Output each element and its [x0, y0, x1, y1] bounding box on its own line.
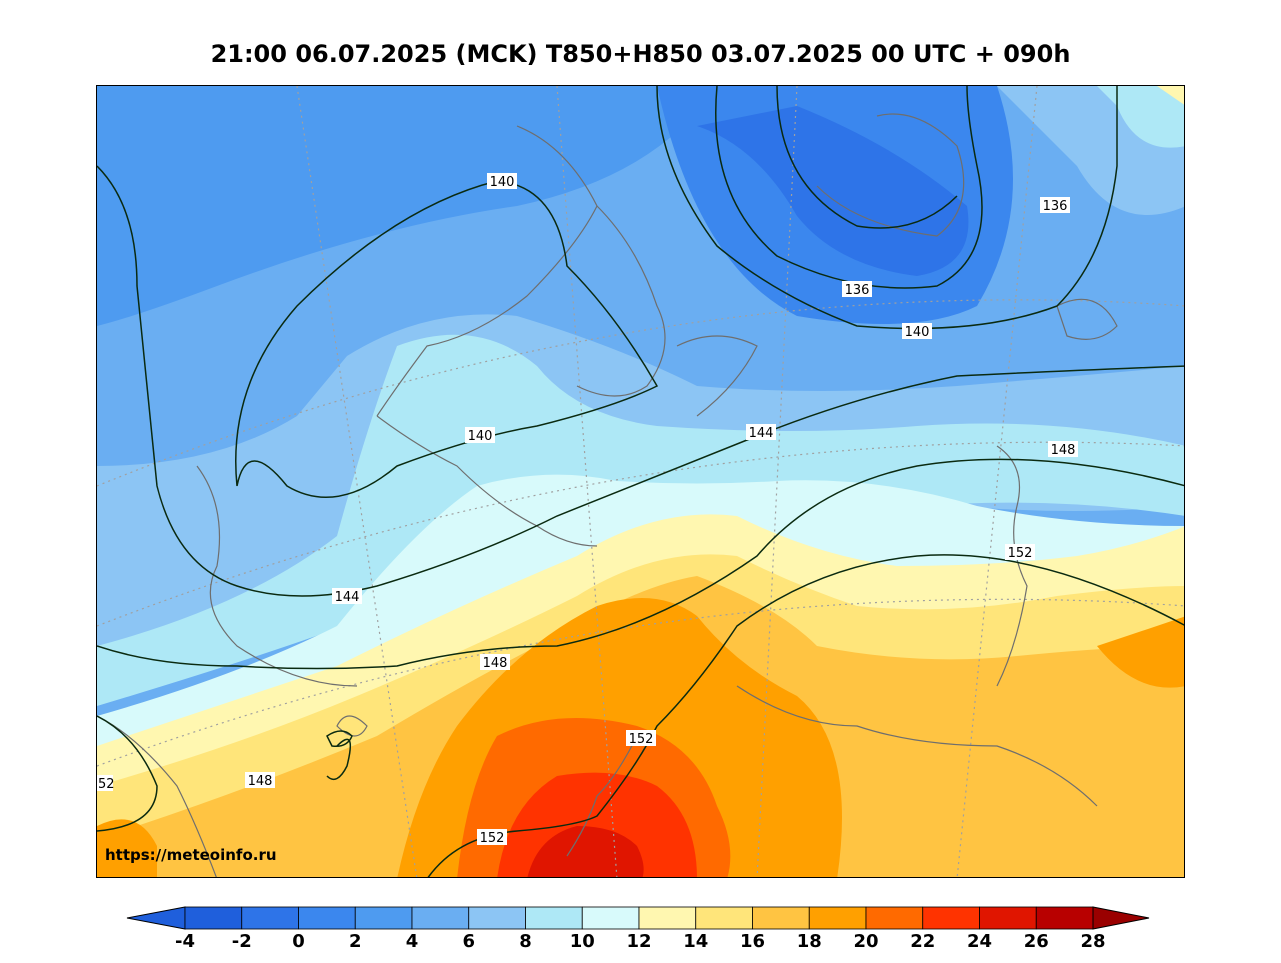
colorbar-tick-label: 6 [462, 931, 476, 952]
colorbar-tick-label: 20 [853, 931, 879, 952]
colorbar-tick-label: 16 [739, 931, 766, 952]
colorbar-tick-label: 12 [626, 931, 652, 952]
contour-label-144-a: 144 [749, 426, 774, 441]
colorbar-cell [411, 906, 470, 930]
field-4-6 [97, 86, 717, 326]
field-24-26 [527, 826, 644, 877]
colorbar-cell [695, 906, 753, 930]
colorbar-cell [922, 906, 980, 930]
colorbar-cell [808, 906, 867, 930]
contour-label-136-a: 136 [1043, 199, 1068, 214]
colorbar-cell [184, 906, 243, 930]
colorbar-tick-label: 0 [292, 931, 305, 952]
contour-label-140-a: 140 [490, 175, 515, 190]
colorbar-tick-label: 10 [569, 931, 595, 952]
watermark-link[interactable]: https://meteoinfo.ru [105, 846, 277, 864]
colorbar-tick-label: 8 [519, 931, 532, 952]
contour-label-136-b: 136 [845, 283, 870, 298]
geopotential-contours [97, 86, 1184, 877]
colorbar-tick-label: -2 [231, 931, 252, 952]
colorbar-tick-label: 28 [1080, 931, 1106, 952]
colorbar-tick-label: 4 [405, 931, 419, 952]
colorbar-cell [979, 906, 1037, 930]
colorbar-tick-label: 22 [910, 931, 936, 952]
map-frame: 140 136 136 140 140 144 148 152 144 148 … [96, 85, 1185, 878]
contour-label-140-c: 140 [468, 429, 493, 444]
contour-label-152-a: 152 [1008, 546, 1033, 561]
field-0-2 [697, 106, 969, 276]
contour-label-148-a: 148 [1051, 443, 1076, 458]
colorbar-cell [468, 906, 526, 930]
colorbar-cell [581, 906, 640, 930]
contour-label-140-b: 140 [905, 325, 930, 340]
contour-labels: 140 136 136 140 140 144 148 152 144 148 … [97, 173, 1078, 846]
colorbar-tick-label: -4 [175, 931, 195, 952]
contour-label-152-b: 152 [629, 732, 654, 747]
contour-label-148-c: 148 [248, 774, 273, 789]
colorbar-cell [241, 906, 299, 930]
colorbar-cell [752, 906, 810, 930]
colorbar-cell [638, 906, 697, 930]
colorbar-tick-label: 26 [1023, 931, 1049, 952]
colorbar [126, 906, 1150, 930]
temperature-map: 140 136 136 140 140 144 148 152 144 148 … [97, 86, 1184, 877]
colorbar-under-arrow [126, 906, 186, 930]
colorbar-cell [525, 906, 583, 930]
colorbar-cell [298, 906, 356, 930]
colorbar-cell [865, 906, 924, 930]
contour-label-148-b: 148 [483, 656, 508, 671]
colorbar-cell [1035, 906, 1094, 930]
colorbar-over-arrow [1092, 906, 1150, 930]
colorbar-cell [354, 906, 413, 930]
colorbar-tick-label: 2 [348, 931, 362, 952]
contour-label-152-c: 152 [480, 831, 505, 846]
colorbar-tick-label: 24 [966, 931, 993, 952]
contour-label-144-b: 144 [335, 590, 360, 605]
colorbar-tick-label: 14 [683, 931, 709, 952]
map-title: 21:00 06.07.2025 (MCK) T850+H850 03.07.2… [210, 40, 1071, 68]
contour-label-152-d: 52 [98, 777, 115, 792]
graticule [97, 86, 1184, 877]
colorbar-tick-label: 18 [796, 931, 822, 952]
coastlines [97, 113, 1118, 877]
